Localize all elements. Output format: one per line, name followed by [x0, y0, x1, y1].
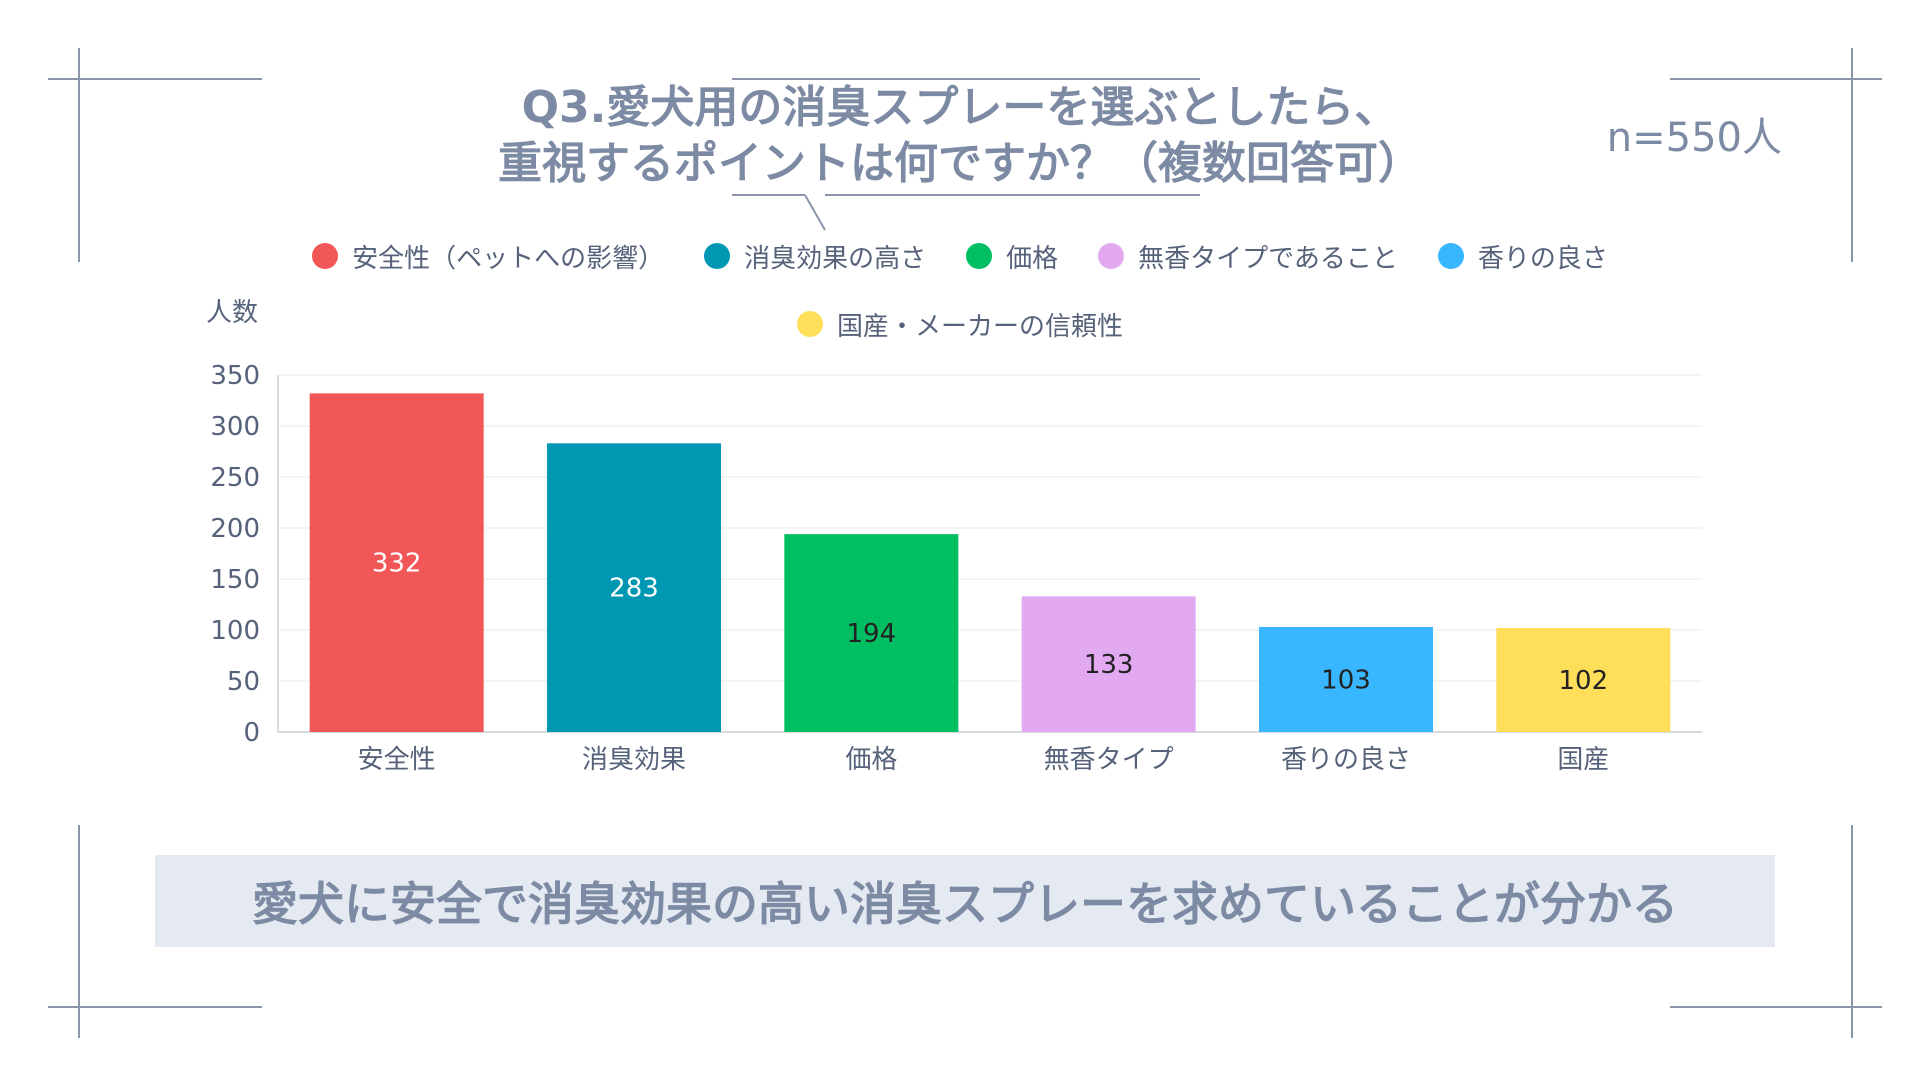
bar — [784, 534, 959, 732]
bar-value-label: 283 — [609, 574, 659, 604]
legend-label-safety: 安全性（ペットへの影響） — [352, 243, 665, 274]
bar — [1021, 596, 1196, 732]
legend-label-unscented: 無香タイプであること — [1138, 243, 1398, 274]
y-tick-label: 50 — [227, 667, 260, 697]
chart-legend: 安全性（ペットへの影響） 消臭効果の高さ 価格 無香タイプであること 香りの良さ… — [250, 236, 1670, 344]
bar — [1496, 627, 1671, 732]
bar-value-label: 133 — [1084, 650, 1134, 680]
bar — [547, 443, 721, 732]
x-category-label: 価格 — [845, 745, 897, 775]
y-axis-label: 人数 — [206, 298, 259, 328]
x-category-label: 安全性 — [358, 745, 436, 775]
legend-label-price: 価格 — [1006, 243, 1059, 274]
bar — [1259, 626, 1433, 732]
legend-item-domestic: 国産・メーカーの信頼性 — [796, 304, 1123, 344]
legend-swatch-domestic — [796, 311, 823, 337]
legend-label-fragrance: 香りの良さ — [1477, 243, 1608, 274]
bar-value-label: 332 — [372, 549, 422, 579]
legend-item-deodorizing: 消臭効果の高さ — [704, 236, 926, 276]
chart-title: Q3.愛犬用の消臭スプレーを選ぶとしたら、 重視するポイントは何ですか？（複数回… — [440, 80, 1480, 192]
x-category-label: 無香タイプ — [1044, 745, 1174, 775]
legend-swatch-deodorizing — [704, 243, 731, 269]
legend-swatch-fragrance — [1437, 243, 1464, 269]
legend-item-unscented: 無香タイプであること — [1098, 236, 1398, 276]
chart-title-line-1: Q3.愛犬用の消臭スプレーを選ぶとしたら、 — [521, 82, 1399, 133]
chart-title-line-2: 重視するポイントは何ですか？（複数回答可） — [498, 138, 1422, 189]
y-tick-label: 300 — [210, 412, 260, 442]
y-tick-label: 100 — [210, 616, 260, 646]
legend-label-deodorizing: 消臭効果の高さ — [744, 243, 927, 274]
x-category-label: 消臭効果 — [582, 745, 686, 775]
legend-item-price: 価格 — [966, 236, 1058, 276]
bar — [309, 393, 484, 732]
conclusion-banner: 愛犬に安全で消臭効果の高い消臭スプレーを求めていることが分かる — [155, 855, 1775, 947]
y-tick-label: 0 — [243, 718, 260, 748]
conclusion-text: 愛犬に安全で消臭効果の高い消臭スプレーを求めていることが分かる — [252, 877, 1678, 931]
y-tick-label: 350 — [210, 361, 260, 391]
legend-swatch-safety — [312, 243, 339, 269]
legend-swatch-price — [966, 243, 993, 269]
legend-item-fragrance: 香りの良さ — [1437, 236, 1608, 276]
bar-value-label: 103 — [1321, 665, 1371, 695]
y-tick-label: 150 — [210, 565, 260, 595]
x-category-label: 香りの良さ — [1281, 745, 1411, 775]
legend-swatch-unscented — [1098, 243, 1125, 269]
y-tick-label: 250 — [210, 463, 260, 493]
legend-item-safety: 安全性（ペットへの影響） — [312, 236, 664, 276]
bar-chart: 0 50 100 150 200 250 300 350 332 安全性 283 消臭効果 194 価格 1… — [210, 361, 1702, 775]
legend-label-domestic: 国産・メーカーの信頼性 — [836, 311, 1123, 342]
bar-value-label: 102 — [1559, 666, 1609, 696]
bar-value-label: 194 — [847, 619, 897, 649]
y-tick-label: 200 — [210, 514, 260, 544]
x-category-label: 国産 — [1557, 745, 1609, 775]
sample-size-label: n=550人 — [1606, 115, 1782, 161]
